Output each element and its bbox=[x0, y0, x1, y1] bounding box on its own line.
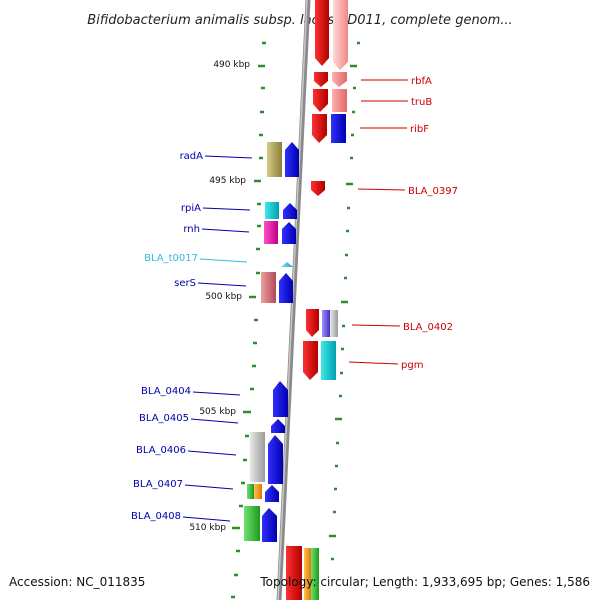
gene-arrow[interactable] bbox=[314, 72, 328, 87]
gene-label-pgm[interactable]: pgm bbox=[401, 360, 423, 371]
gene-arrow[interactable] bbox=[264, 221, 278, 244]
gene-arrow[interactable] bbox=[304, 548, 311, 600]
label-leader bbox=[201, 228, 250, 233]
gene-label-rnh[interactable]: rnh bbox=[183, 224, 200, 235]
minus-strand-genes bbox=[244, 142, 299, 542]
rna-arrow[interactable] bbox=[281, 262, 293, 267]
gene-arrow[interactable] bbox=[321, 341, 336, 380]
gene-label-serS[interactable]: serS bbox=[174, 278, 196, 289]
gene-arrow[interactable] bbox=[279, 273, 293, 303]
gene-arrow[interactable] bbox=[306, 309, 319, 337]
backbone-line bbox=[276, 0, 311, 600]
gene-arrow[interactable] bbox=[313, 89, 328, 112]
label-leader bbox=[182, 516, 231, 522]
gene-arrow[interactable] bbox=[261, 272, 276, 303]
gene-arrow[interactable] bbox=[332, 89, 347, 112]
label-leader bbox=[184, 484, 234, 490]
gene-arrow[interactable] bbox=[273, 381, 288, 417]
gene-label-truB[interactable]: truB bbox=[411, 97, 432, 108]
right-labels: rbfA truB ribF BLA_0397 BLA_0402 pgm bbox=[348, 76, 458, 371]
label-leader bbox=[187, 450, 237, 456]
kbp-marker: 500 kbp bbox=[205, 292, 242, 302]
kbp-marker: 510 kbp bbox=[189, 523, 226, 533]
ticks bbox=[231, 41, 360, 599]
label-leader bbox=[192, 391, 241, 396]
label-leader bbox=[197, 282, 247, 287]
gene-arrow[interactable] bbox=[282, 222, 296, 244]
gene-arrow[interactable] bbox=[322, 310, 330, 337]
gene-label-BLA_0407[interactable]: BLA_0407 bbox=[133, 479, 183, 490]
label-leader bbox=[204, 155, 253, 159]
gene-arrow[interactable] bbox=[312, 114, 327, 143]
topology-text: Topology: circular; Length: 1,933,695 bp… bbox=[259, 575, 590, 589]
gene-arrow[interactable] bbox=[286, 546, 302, 600]
gene-label-BLA_0406[interactable]: BLA_0406 bbox=[136, 445, 186, 456]
gene-arrow[interactable] bbox=[311, 548, 319, 600]
gene-label-BLA_0405[interactable]: BLA_0405 bbox=[139, 413, 189, 424]
gene-arrow[interactable] bbox=[283, 203, 297, 219]
gene-arrow[interactable] bbox=[285, 142, 299, 177]
gene-arrow[interactable] bbox=[250, 432, 265, 482]
label-leader bbox=[199, 258, 248, 263]
gene-arrow[interactable] bbox=[265, 485, 279, 502]
gene-label-rpiA[interactable]: rpiA bbox=[181, 203, 201, 214]
map-title: Bifidobacterium animalis subsp. lactis A… bbox=[87, 13, 512, 28]
gene-label-ribF[interactable]: ribF bbox=[410, 124, 429, 135]
gene-arrow[interactable] bbox=[247, 484, 254, 499]
gene-label-BLA_0404[interactable]: BLA_0404 bbox=[141, 386, 191, 397]
gene-arrow[interactable] bbox=[331, 114, 346, 143]
gene-arrow[interactable] bbox=[244, 506, 260, 541]
gene-arrow[interactable] bbox=[262, 508, 277, 542]
kbp-marker: 505 kbp bbox=[199, 407, 236, 417]
gene-label-BLA_0402[interactable]: BLA_0402 bbox=[403, 322, 453, 333]
gene-arrow[interactable] bbox=[315, 0, 329, 66]
gene-arrow[interactable] bbox=[303, 341, 318, 380]
label-leader bbox=[357, 188, 406, 191]
gene-label-BLA_0397[interactable]: BLA_0397 bbox=[408, 186, 458, 197]
gene-arrow[interactable] bbox=[330, 310, 338, 337]
accession-text: Accession: NC_011835 bbox=[9, 575, 145, 589]
label-leader bbox=[348, 361, 399, 365]
kbp-markers: 490 kbp 495 kbp 500 kbp 505 kbp 510 kbp bbox=[189, 60, 250, 533]
left-labels: radA rpiA rnh BLA_t0017 serS BLA_0404 BL… bbox=[131, 151, 253, 522]
gene-arrow[interactable] bbox=[271, 419, 285, 433]
gene-arrow[interactable] bbox=[268, 435, 283, 484]
label-leader bbox=[202, 207, 251, 211]
gene-arrow[interactable] bbox=[267, 142, 282, 177]
kbp-marker: 495 kbp bbox=[209, 176, 246, 186]
gene-arrow[interactable] bbox=[265, 202, 279, 219]
gene-label-BLA_0408[interactable]: BLA_0408 bbox=[131, 511, 181, 522]
label-leader bbox=[190, 418, 239, 424]
gene-arrow[interactable] bbox=[332, 72, 347, 87]
gene-arrow[interactable] bbox=[254, 484, 262, 499]
plus-strand-genes bbox=[286, 0, 348, 600]
gene-label-rbfA[interactable]: rbfA bbox=[411, 76, 432, 87]
gene-label-BLA_t0017[interactable]: BLA_t0017 bbox=[144, 253, 198, 264]
kbp-marker: 490 kbp bbox=[213, 60, 250, 70]
gene-arrow[interactable] bbox=[311, 181, 325, 196]
gene-label-radA[interactable]: radA bbox=[180, 151, 204, 162]
label-leader bbox=[351, 324, 401, 327]
gene-arrow[interactable] bbox=[333, 0, 348, 70]
